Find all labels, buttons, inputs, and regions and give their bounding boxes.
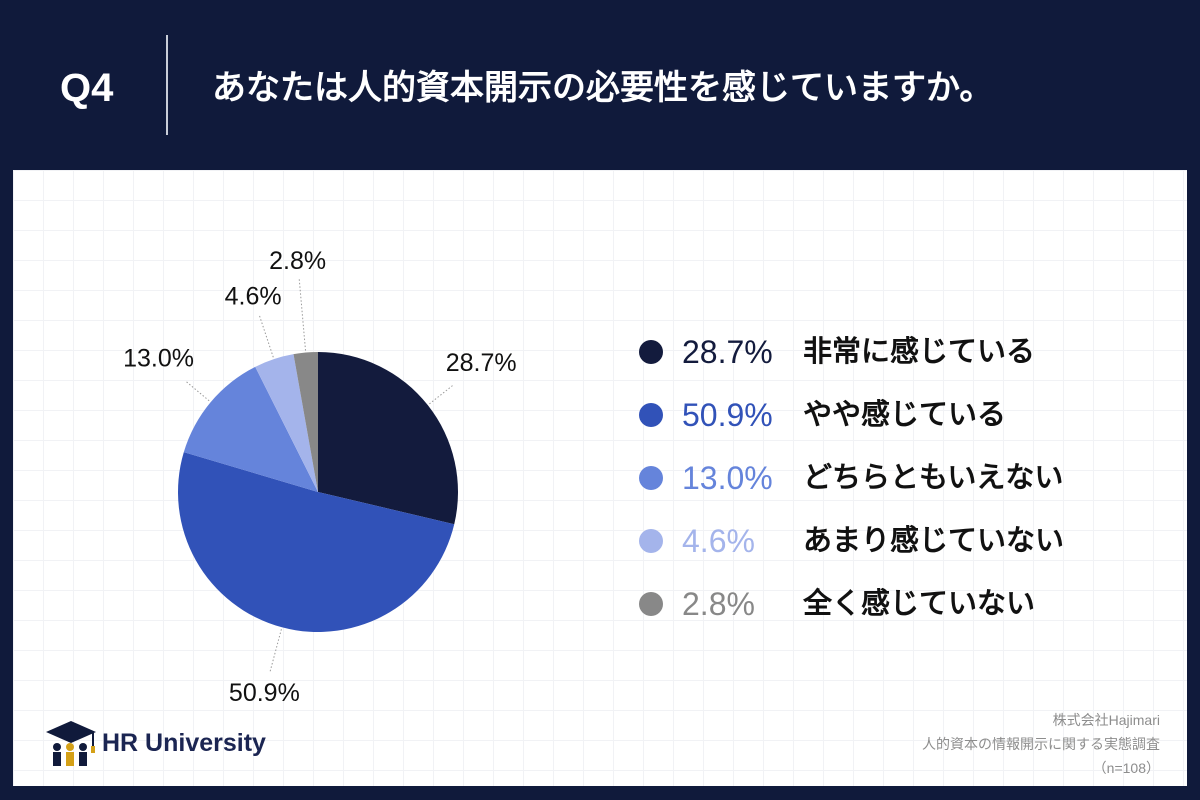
person-head <box>79 743 87 751</box>
cap-tassel <box>91 746 95 753</box>
legend-marker <box>639 591 663 616</box>
source-survey: 人的資本の情報開示に関する実態調査 <box>922 736 1160 752</box>
brand-logo: HR University <box>44 719 266 767</box>
legend-label: あまり感じていない <box>803 524 1065 557</box>
legend-value: 50.9% <box>682 396 773 433</box>
graduation-cap-icon <box>46 721 96 766</box>
legend-marker <box>639 528 663 553</box>
legend-item: 4.6% あまり感じていない <box>639 509 1064 572</box>
legend-item: 2.8% 全く感じていない <box>639 572 1064 635</box>
legend-label: 非常に感じている <box>803 335 1036 368</box>
person-head <box>53 743 61 751</box>
brand-name: HR University <box>102 729 266 757</box>
person-body <box>79 752 87 766</box>
legend-marker <box>639 465 663 490</box>
legend-marker <box>639 402 663 427</box>
legend-value: 2.8% <box>682 585 755 622</box>
chart-legend: 28.7% 非常に感じている 50.9% やや感じている 13.0% どちらとも… <box>639 320 1064 635</box>
legend-item: 28.7% 非常に感じている <box>639 320 1064 383</box>
legend-label: 全く感じていない <box>803 587 1036 620</box>
question-title: あなたは人的資本開示の必要性を感じていますか。 <box>212 69 994 107</box>
header: Q4 あなたは人的資本開示の必要性を感じていますか。 <box>0 0 1200 170</box>
legend-label: やや感じている <box>803 398 1007 431</box>
cap-shape <box>46 721 96 743</box>
legend-item: 50.9% やや感じている <box>639 383 1064 446</box>
question-number: Q4 <box>60 66 114 110</box>
legend-item: 13.0% どちらともいえない <box>639 446 1064 509</box>
legend-value: 28.7% <box>682 333 773 370</box>
source-note: 株式会社Hajimari 人的資本の情報開示に関する実態調査 （n=108） <box>922 708 1160 780</box>
legend-marker <box>639 339 663 364</box>
legend-label: どちらともいえない <box>803 461 1064 494</box>
person-body <box>53 752 61 766</box>
person-body <box>66 752 74 766</box>
person-head <box>66 743 74 751</box>
legend-value: 4.6% <box>682 522 755 559</box>
legend-value: 13.0% <box>682 459 773 496</box>
header-divider <box>166 35 168 135</box>
source-company: 株式会社Hajimari <box>1052 712 1160 728</box>
source-sample-size: （n=108） <box>1092 760 1160 776</box>
chart-panel <box>13 170 1187 786</box>
